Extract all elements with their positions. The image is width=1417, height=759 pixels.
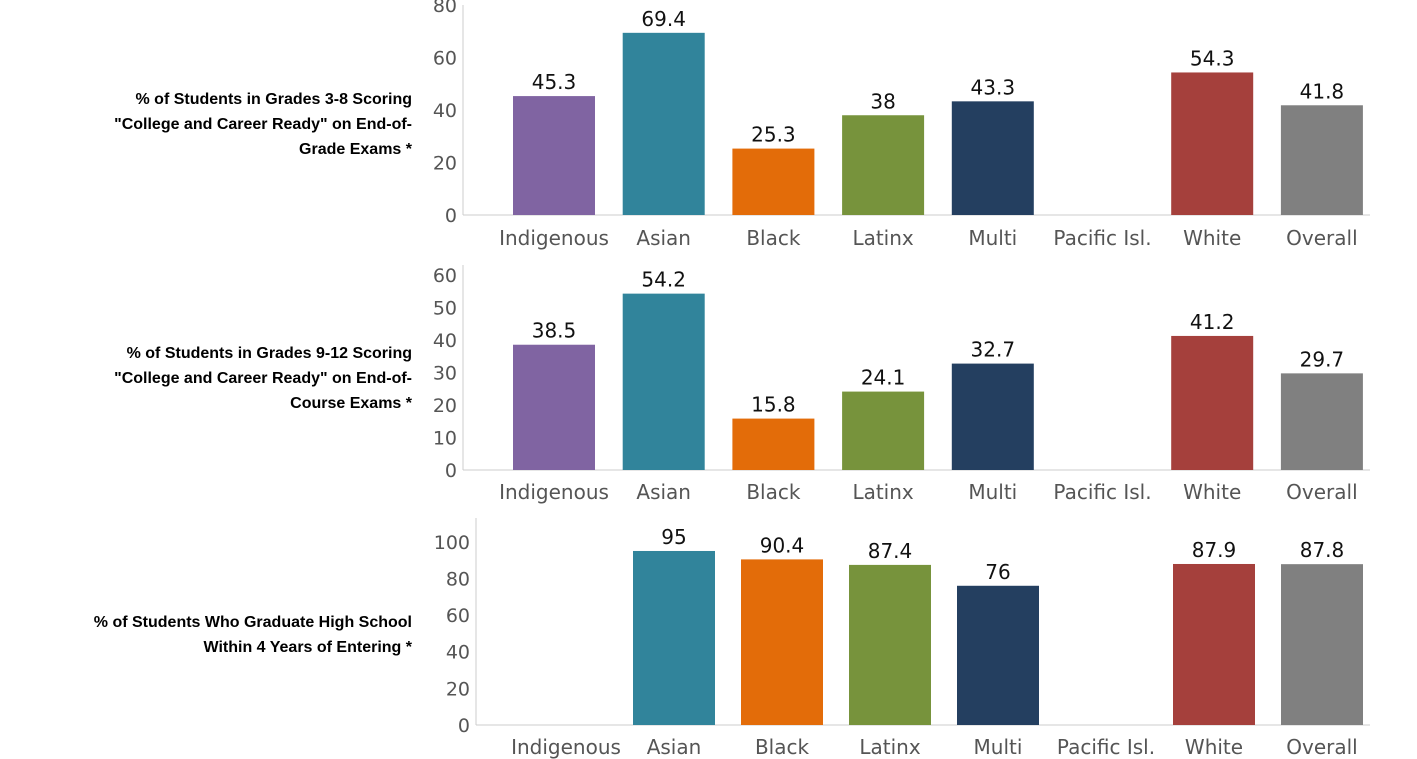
- y-tick-label: 100: [434, 532, 470, 554]
- bar: [1173, 563, 1255, 725]
- x-tick-label: Overall: [1286, 226, 1357, 250]
- bar: [1171, 72, 1254, 216]
- bar: [1171, 335, 1254, 470]
- y-tick-label: 60: [433, 265, 457, 287]
- row-label-grades-9-12: % of Students in Grades 9-12 Scoring "Co…: [0, 341, 412, 416]
- data-label: 90.4: [760, 533, 805, 557]
- bar: [849, 564, 931, 725]
- x-tick-label: Pacific Isl.: [1053, 480, 1151, 504]
- x-tick-label: Multi: [968, 480, 1017, 504]
- x-tick-label: Multi: [968, 226, 1017, 250]
- row-label-line: % of Students in Grades 9-12 Scoring: [126, 345, 412, 362]
- x-tick-label: Pacific Isl.: [1057, 735, 1155, 759]
- data-label: 24.1: [861, 366, 906, 390]
- bar: [842, 115, 925, 215]
- row-label-graduation: % of Students Who Graduate High School W…: [0, 610, 412, 660]
- y-tick-label: 80: [433, 0, 457, 17]
- y-tick-label: 60: [433, 48, 457, 70]
- data-label: 41.2: [1190, 310, 1235, 334]
- data-label: 76: [985, 560, 1010, 584]
- bar: [951, 101, 1034, 215]
- bar: [732, 418, 815, 470]
- bar: [741, 559, 823, 725]
- bar: [957, 585, 1039, 725]
- y-tick-label: 40: [433, 100, 457, 122]
- y-tick-label: 40: [433, 330, 457, 352]
- x-tick-label: Asian: [636, 480, 691, 504]
- x-tick-label: Latinx: [859, 735, 920, 759]
- data-label: 54.2: [641, 268, 686, 292]
- x-tick-label: Overall: [1286, 735, 1357, 759]
- y-tick-label: 20: [433, 395, 457, 417]
- bar: [1281, 564, 1363, 725]
- bar: [951, 363, 1034, 470]
- data-label: 54.3: [1190, 46, 1235, 70]
- bar: [1280, 373, 1363, 470]
- bar: [1280, 105, 1363, 215]
- x-tick-label: Indigenous: [499, 480, 609, 504]
- data-label: 29.7: [1300, 347, 1345, 371]
- data-label: 45.3: [532, 70, 577, 94]
- y-tick-label: 10: [433, 427, 457, 449]
- y-tick-label: 20: [446, 678, 470, 700]
- bar: [513, 344, 595, 470]
- bar: [622, 293, 705, 470]
- bar: [513, 96, 595, 215]
- y-tick-label: 30: [433, 362, 457, 384]
- bar: [842, 391, 925, 470]
- row-label-line: % of Students in Grades 3-8 Scoring: [135, 91, 413, 108]
- bar: [732, 148, 815, 215]
- x-tick-label: Black: [746, 226, 801, 250]
- y-tick-label: 0: [445, 460, 457, 482]
- y-tick-label: 0: [458, 715, 470, 737]
- data-label: 38.5: [532, 319, 577, 343]
- x-tick-label: Latinx: [852, 226, 913, 250]
- data-label: 87.9: [1192, 538, 1237, 562]
- row-label-line: % of Students Who Graduate High School: [93, 614, 412, 631]
- y-tick-label: 20: [433, 153, 457, 175]
- y-tick-label: 60: [446, 605, 470, 627]
- x-tick-label: Multi: [974, 735, 1023, 759]
- x-tick-label: White: [1185, 735, 1243, 759]
- data-label: 41.8: [1300, 79, 1345, 103]
- data-label: 15.8: [751, 393, 796, 417]
- data-label: 25.3: [751, 123, 796, 147]
- bar: [633, 550, 715, 725]
- x-tick-label: White: [1183, 480, 1241, 504]
- x-tick-label: Indigenous: [499, 226, 609, 250]
- row-label-line: Within 4 Years of Entering *: [203, 639, 413, 656]
- x-tick-label: Pacific Isl.: [1053, 226, 1151, 250]
- row-label-line: "College and Career Ready" on End-of-: [114, 370, 412, 387]
- data-label: 69.4: [641, 7, 686, 31]
- y-tick-label: 50: [433, 297, 457, 319]
- x-tick-label: Overall: [1286, 480, 1357, 504]
- data-label: 32.7: [971, 338, 1016, 362]
- bar: [622, 32, 705, 216]
- x-tick-label: Latinx: [852, 480, 913, 504]
- y-tick-label: 40: [446, 642, 470, 664]
- x-tick-label: Indigenous: [511, 735, 621, 759]
- data-label: 38: [870, 89, 895, 113]
- row-label-line: Course Exams *: [290, 395, 412, 412]
- data-label: 87.8: [1300, 538, 1345, 562]
- x-tick-label: White: [1183, 226, 1241, 250]
- row-label-line: Grade Exams *: [299, 141, 412, 158]
- data-label: 95: [661, 525, 686, 549]
- y-tick-label: 0: [445, 205, 457, 227]
- x-tick-label: Black: [746, 480, 801, 504]
- row-label-grades-3-8: % of Students in Grades 3-8 Scoring "Col…: [0, 87, 412, 162]
- x-tick-label: Asian: [636, 226, 691, 250]
- y-tick-label: 80: [446, 568, 470, 590]
- x-tick-label: Asian: [647, 735, 702, 759]
- data-label: 87.4: [868, 539, 913, 563]
- row-label-line: "College and Career Ready" on End-of-: [114, 116, 412, 133]
- data-label: 43.3: [971, 75, 1016, 99]
- x-tick-label: Black: [755, 735, 810, 759]
